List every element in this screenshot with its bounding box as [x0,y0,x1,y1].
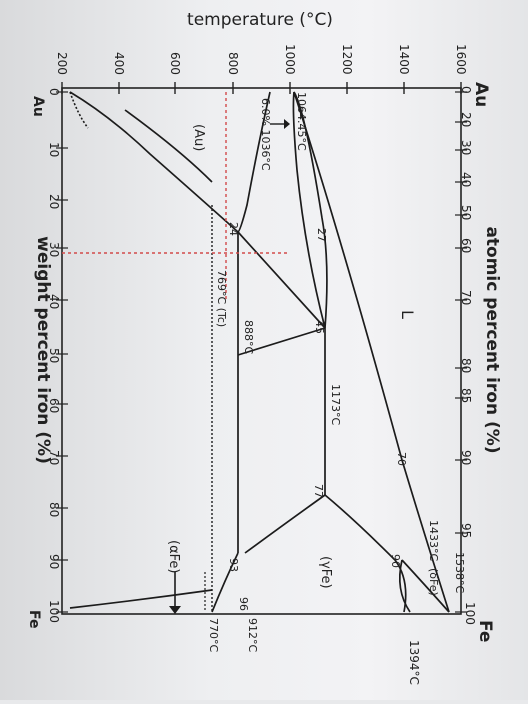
weight-tick-label: 60 [47,398,61,413]
annotation-93: 93 [227,558,240,572]
annotation-70: 70 [395,452,408,466]
diagonal-au-region [124,109,213,183]
temp-tick-label: 200 [55,52,69,75]
weight-percent-title: weight percent iron (%) [33,236,53,464]
weight-tick-label: 100 [47,600,61,623]
atomic-tick-label: 100 [463,602,477,625]
phase-boundaries [69,91,450,613]
temp-tick-label: 400 [112,52,126,75]
annotation-770: 770°C [207,618,220,652]
atomic-tick-label: 95 [459,523,473,538]
solvus-alpha-fe-lower [69,589,213,609]
atomic-tick-label: 40 [459,172,473,187]
fe-label-top: Fe [475,620,495,642]
atomic-tick-label: 20 [459,112,473,127]
solvus-alpha-fe [211,552,239,613]
solvus-au-lower [69,91,239,233]
tie-45-888-b [237,327,326,356]
dotted-au-curve [69,91,89,129]
liquidus-fe-side [293,91,450,613]
atomic-ticks [455,91,467,613]
annotation-45: 45 [313,320,326,334]
au-label-top: Au [471,82,491,107]
annotation-1394: 1394°C [407,640,421,685]
delta-loop-inner [398,559,411,613]
annotation-solvus-note: 6.0% 1036°C [259,98,272,171]
atomic-tick-label: 60 [459,238,473,253]
atomic-tick-label: 30 [459,140,473,155]
weight-ticks [56,91,68,613]
annotation-curie: 769°C (Tc) [215,270,228,327]
delta-loop-outer [401,559,450,613]
annotation-912: 912°C [246,618,259,652]
temperature-axis-title: temperature (°C) [187,10,333,30]
annotation-1173: 1173°C [329,384,342,425]
phase-label-gold: (Au) [191,124,206,151]
phase-label-delta-fe: (δFe) [427,568,440,596]
gamma-upper-boundary [324,494,407,613]
atomic-tick-label: 90 [459,450,473,465]
temp-tick-label: 1400 [397,44,411,75]
fe-label-bottom: Fe [26,610,42,629]
annotation-24: 24 [227,222,240,236]
weight-tick-label: 90 [47,554,61,569]
weight-tick-label: 50 [47,348,61,363]
annotation-77: 77 [312,484,325,498]
temp-tick-label: 600 [168,52,182,75]
weight-tick-label: 30 [47,242,61,257]
temp-tick-label: 1000 [283,44,297,75]
annotation-au-melting: 1064.45°C [295,92,308,151]
atomic-tick-label: 70 [459,290,473,305]
gamma-left-boundary [244,494,326,554]
temp-tick-label: 1600 [454,44,468,75]
solvus-au [237,91,271,233]
red-guide-lines [62,92,290,300]
annotation-888: 888°C [242,320,255,354]
annotation-27: 27 [315,228,328,242]
annotation-1538: 1538°C [453,552,466,593]
atomic-tick-label: 50 [459,205,473,220]
atomic-tick-label: 0 [459,86,473,94]
weight-tick-label: 70 [47,450,61,465]
tie-45-888 [237,231,326,329]
au-label-bottom: Au [30,96,46,117]
alpha-fe-arrow [169,572,181,614]
phase-label-alpha-fe: (αFe) [166,540,181,573]
weight-tick-label: 10 [47,142,61,157]
atomic-tick-label: 85 [459,388,473,403]
plot-frame [61,87,462,615]
annotation-1433: 1433°C [427,520,440,561]
annotation-96: 96 [237,597,250,611]
liquidus-au-side [293,91,328,329]
weight-tick-label: 40 [47,294,61,309]
atomic-tick-label: 80 [459,358,473,373]
temp-tick-label: 800 [226,52,240,75]
melting-arrow [270,119,290,129]
weight-tick-label: 80 [47,502,61,517]
phase-label-liquid: L [398,310,417,319]
atomic-percent-title: atomic percent iron (%) [482,226,502,453]
phase-label-gamma-fe: (γFe) [318,556,333,589]
temp-tick-label: 1200 [340,44,354,75]
annotation-90: 90 [389,554,402,568]
weight-tick-label: 0 [47,88,61,96]
solidus-au-side [292,91,326,329]
weight-tick-label: 20 [47,194,61,209]
